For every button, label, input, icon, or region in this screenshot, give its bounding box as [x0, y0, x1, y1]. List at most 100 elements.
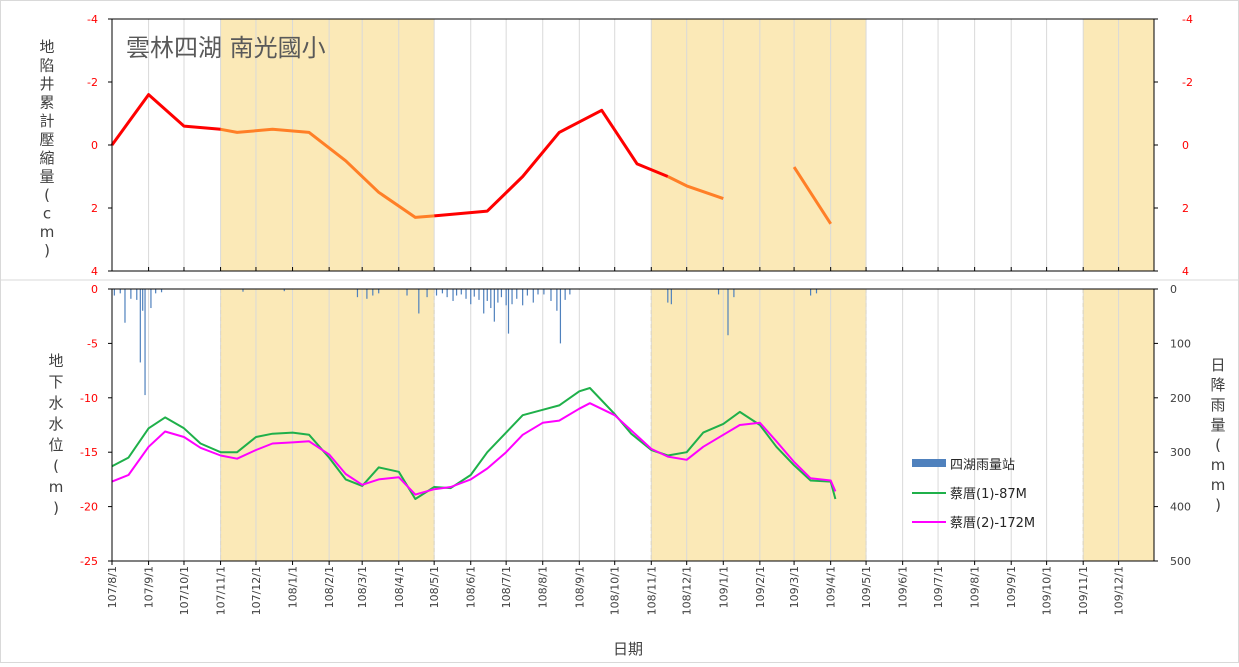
axis-label-char: (	[1215, 436, 1221, 454]
x-tick-label: 108/3/1	[356, 566, 369, 608]
bottom-y-axis-label: 地下水水位 (m)	[48, 352, 63, 517]
rain-bar	[366, 289, 368, 299]
axis-label-char: 水	[48, 415, 63, 433]
top-y2-tick-label: -2	[1182, 76, 1193, 89]
bottom-y-tick-label: -15	[80, 446, 98, 459]
axis-label-char: 地	[48, 352, 63, 370]
x-tick-label: 109/12/1	[1113, 566, 1126, 615]
rain-bar	[356, 289, 359, 298]
bottom-y2-tick-label: 300	[1170, 446, 1191, 459]
legend-label: 蔡厝(1)-87M	[950, 487, 1027, 502]
x-tick-label: 108/10/1	[609, 566, 622, 615]
axis-label-char: 下	[48, 373, 63, 391]
rain-bar	[717, 289, 720, 295]
rain-bar	[142, 289, 144, 311]
top-y2-tick-label: 4	[1182, 265, 1189, 278]
rain-bar	[505, 289, 507, 306]
subsidence-line-orange	[220, 127, 435, 219]
x-tick-label: 108/4/1	[393, 566, 406, 608]
rain-bar	[478, 289, 480, 300]
bottom-y-tick-label: -5	[87, 337, 98, 350]
rain-bar	[493, 289, 495, 322]
x-tick-label: 109/5/1	[860, 566, 873, 608]
rain-bar	[815, 289, 818, 294]
top-y2-tick-label: 2	[1182, 202, 1189, 215]
rain-bar	[283, 289, 285, 292]
rain-bar	[418, 289, 420, 314]
bottom-y2-tick-label: 100	[1170, 337, 1191, 350]
x-tick-label: 109/2/1	[754, 566, 767, 608]
rain-bar	[155, 289, 157, 294]
x-tick-label: 109/8/1	[969, 566, 982, 608]
rain-bar	[113, 289, 115, 296]
rain-bar	[378, 289, 380, 294]
subsidence-line-orange	[792, 166, 832, 225]
axis-label-char: 量	[1210, 416, 1225, 434]
rain-bar	[490, 289, 492, 309]
x-tick-label: 109/9/1	[1005, 566, 1018, 608]
top-chart-title: 雲林四湖 南光國小	[126, 34, 326, 62]
x-tick-label: 108/12/1	[681, 566, 694, 615]
bottom-y2-tick-label: 200	[1170, 392, 1191, 405]
rain-bar	[136, 289, 138, 300]
x-tick-label: 109/1/1	[717, 566, 730, 608]
subsidence-line-red	[110, 93, 221, 146]
axis-label-char: )	[53, 499, 59, 517]
axis-label-char: 縮	[39, 149, 54, 167]
axis-label-char: 雨	[1210, 396, 1225, 414]
rain-bar	[507, 289, 510, 334]
x-tick-label: 109/11/1	[1077, 566, 1090, 615]
rain-bar	[470, 289, 472, 305]
top-y2-tick-label: -4	[1182, 13, 1193, 26]
axis-label-char: 陷	[39, 57, 54, 75]
rain-bar	[727, 289, 729, 336]
x-tick-label: 109/6/1	[897, 566, 910, 608]
x-tick-label: 108/8/1	[537, 566, 550, 608]
rain-bar	[144, 289, 146, 396]
rain-bar	[435, 289, 438, 296]
rain-bar	[452, 289, 454, 301]
rain-bar	[139, 289, 141, 363]
axis-label-char: 計	[39, 112, 54, 130]
rain-bar	[460, 289, 462, 295]
top-y-tick-label: -4	[87, 13, 98, 26]
rain-bar	[667, 289, 669, 303]
rain-bar	[150, 289, 152, 309]
rain-bar	[569, 289, 571, 295]
rain-bar	[441, 289, 444, 294]
x-tick-label: 109/4/1	[825, 566, 838, 608]
x-tick-label: 108/6/1	[465, 566, 478, 608]
axis-label-char: 水	[48, 394, 63, 412]
axis-label-char: 位	[48, 436, 63, 454]
x-tick-label: 108/11/1	[645, 566, 658, 615]
rain-bar	[160, 289, 163, 293]
rain-bar	[543, 289, 545, 295]
subsidence-line-orange	[667, 175, 724, 201]
well2-line	[111, 402, 837, 496]
x-tick-label: 107/8/1	[106, 566, 119, 608]
rain-bar	[532, 289, 534, 303]
rain-bar	[556, 289, 558, 311]
x-tick-label: 108/1/1	[287, 566, 300, 608]
x-tick-label: 109/10/1	[1041, 566, 1054, 615]
bottom-y2-tick-label: 500	[1170, 555, 1191, 568]
legend-swatch-rain	[912, 459, 946, 467]
rain-bar	[733, 289, 735, 298]
x-tick-label: 108/2/1	[323, 566, 336, 608]
rain-bar	[130, 289, 132, 299]
bottom-y2-tick-label: 400	[1170, 501, 1191, 514]
axis-label-char: )	[1215, 496, 1221, 514]
axis-label-char: 累	[39, 94, 54, 112]
rain-bar	[522, 289, 524, 306]
top-y-tick-label: 4	[91, 265, 98, 278]
bottom-y2-tick-label: 0	[1170, 283, 1177, 296]
rain-bar	[465, 289, 467, 299]
x-tick-label: 107/12/1	[250, 566, 263, 615]
bottom-shaded-period-1	[220, 289, 435, 561]
rain-bar	[124, 289, 126, 323]
well1-line	[111, 387, 837, 500]
x-tick-label: 107/9/1	[143, 566, 156, 608]
bottom-plot-frame	[111, 288, 1155, 562]
bottom-y-tick-label: -10	[80, 392, 98, 405]
